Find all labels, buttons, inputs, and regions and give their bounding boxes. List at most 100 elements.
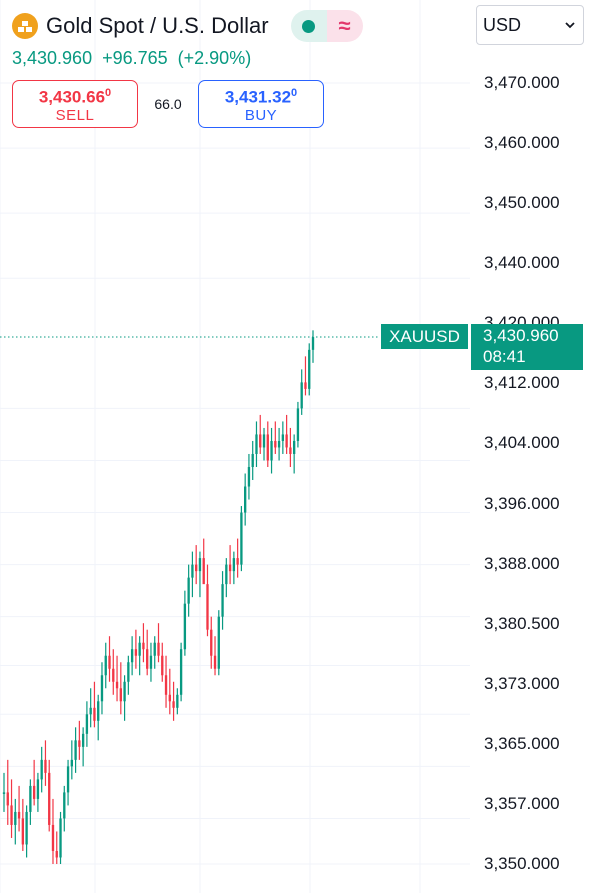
candle [285,414,288,454]
price-scale-label: 3,357.000 [484,793,560,813]
candle-body [10,805,13,825]
candle-body [115,681,119,689]
candle-body [66,766,70,793]
candle [296,401,300,448]
candle-body [157,642,160,656]
candle-body [119,688,122,702]
candle-body [240,512,243,565]
candle [2,772,6,812]
market-open-dot-icon[interactable] [290,10,327,42]
candle [195,545,198,585]
price-scale-label: 3,373.000 [484,673,560,693]
candle [198,551,202,598]
candle [100,662,104,715]
candle-body [2,792,6,794]
candle-body [48,772,51,825]
price-scale-label: 3,440.000 [484,253,560,273]
chevron-down-icon [565,21,575,28]
candle-body [292,440,296,454]
symbol-title: Gold Spot / U.S. Dollar [46,13,269,38]
candle [217,610,220,676]
currency-select[interactable]: USD [476,5,584,45]
candle [179,642,183,702]
candle-body [179,649,183,695]
candle [225,558,228,598]
candle [191,551,194,598]
candle [123,675,126,721]
candle-body [74,740,77,760]
candle [270,427,273,474]
candle-body [108,655,111,669]
candle [300,369,303,415]
candle [10,779,13,838]
candle-body [308,349,311,389]
candle-body [40,759,43,780]
candle-body [153,642,156,656]
price-scale-label: 3,470.000 [484,73,560,92]
candle-body [300,382,303,409]
candle [221,571,224,630]
candle-body [210,629,213,656]
sell-label: SELL [55,107,95,125]
candle-body [104,655,107,676]
candle [157,623,160,663]
candle [308,343,311,396]
candle-body [32,785,36,799]
candle [119,662,122,715]
approx-wave-icon[interactable]: ≈ [326,10,363,42]
last-price-tag: 3,430.960 08:41 [471,324,583,370]
candle [112,649,115,695]
candle [93,681,96,728]
price-scale-label: 3,365.000 [484,733,560,753]
candle-body [161,655,164,676]
candle [304,356,307,396]
candle-body [270,440,273,461]
candle [32,759,36,806]
buy-button[interactable]: 3,431.320 BUY [198,80,324,128]
price-scale-label: 3,380.500 [484,613,560,633]
price-scale-label: 3,460.000 [484,133,560,153]
candle-body [97,701,100,721]
candle [74,727,77,773]
candle-body [277,440,281,448]
sell-button[interactable]: 3,430.660 SELL [12,80,138,128]
candle [48,759,51,832]
candle-body [195,564,198,572]
candle [187,564,190,617]
candle [240,506,243,572]
candle [66,759,70,806]
candle-body [70,759,73,767]
candle-body [296,408,300,441]
candle [274,421,277,454]
bar-countdown: 08:41 [483,347,526,366]
candle-body [81,733,85,747]
candle [63,785,66,832]
candle [176,688,179,715]
candle [262,427,266,461]
candle-body [228,564,232,572]
price-scale-label: 3,412.000 [484,373,560,393]
candle [25,805,28,858]
candle [281,421,285,454]
candle [97,694,100,741]
candle [130,636,134,676]
candle-body [14,811,17,825]
candle [311,330,315,363]
candle [127,655,130,695]
candle-body [17,811,21,819]
candle-body [198,558,202,572]
candle-body [51,824,55,851]
candle [292,434,296,474]
spread-value: 66.0 [154,96,182,112]
candle [236,538,239,578]
candle-body [281,434,285,441]
market-status-pill[interactable]: ≈ [290,10,363,42]
price-change: +96.765 [102,48,168,68]
candle [104,642,107,689]
candle [247,453,251,500]
gold-bars-icon [12,13,38,39]
candle-body [93,707,96,721]
candle [134,629,138,669]
candle-body [6,792,9,806]
